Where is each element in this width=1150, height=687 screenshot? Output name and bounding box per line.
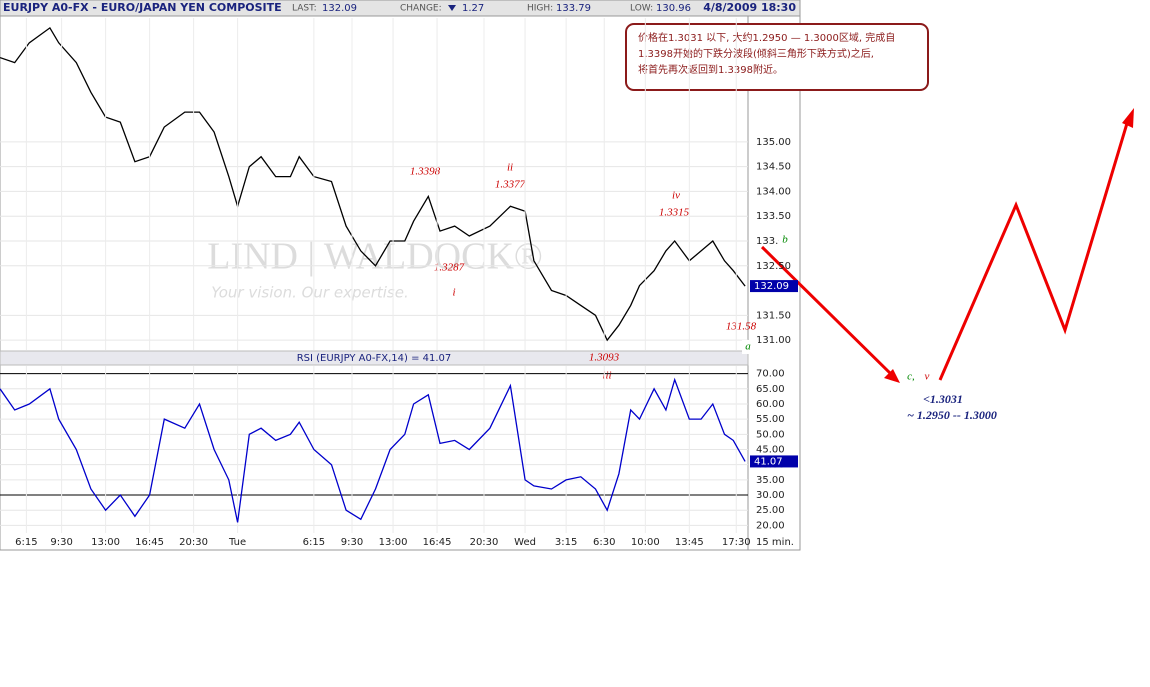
y-tick-label: 134.50 [756,162,791,173]
last-value-box [750,455,798,468]
y-tick-label: 134.00 [756,186,791,197]
x-tick-label: Wed [514,537,536,548]
wave-label: iv [672,190,680,202]
last-value-box [750,280,798,293]
wave-label: 131.58 [726,321,757,333]
x-tick-label: 16:45 [423,537,452,548]
last-value: 132.09 [754,281,789,292]
y-tick-label: 132.50 [756,261,791,272]
label: LAST: [292,4,317,14]
arrow [938,119,1130,381]
wave-label: a [745,341,751,353]
wave-label: 1.3287 [434,262,465,274]
y-tick-label: 55.00 [756,414,785,425]
value: 130.96 [656,3,691,14]
note-line: 将首先再次返回到1.3398附近。 [638,63,783,76]
y-tick-label: 25.00 [756,505,785,516]
watermark-slogan: Your vision. Our expertise. [211,284,409,302]
down-icon [448,5,456,11]
x-tick-label: 13:00 [379,537,408,548]
chart-frame [0,0,801,551]
arrow-head [884,369,900,383]
value: 132.09 [322,3,357,14]
x-tick-label: 10:00 [631,537,660,548]
arrow [760,245,895,378]
x-tick-label: 20:30 [179,537,208,548]
y-tick-label: 131.50 [756,310,791,321]
wave-label: <1.3031 [923,392,963,406]
x-tick-label: 20:30 [470,537,499,548]
symbol: EURJPY A0-FX - EURO/JAPAN YEN COMPOSITE [3,1,282,14]
y-tick-label: 65.00 [756,384,785,395]
label-bg [742,340,758,354]
x-tick-label: 3:15 [555,537,577,548]
x-tick-label: 6:15 [303,537,325,548]
wave-label: 1.3093 [589,352,620,364]
wave-label: i [452,287,455,299]
value: 1.27 [462,3,484,14]
x-tick-label: 9:30 [341,537,363,548]
header-bar [0,0,801,17]
rsi-title-bar [0,350,749,366]
x-tick-label: 9:30 [50,537,72,548]
price-line [0,377,746,523]
wave-label: ii [507,162,513,174]
x-tick-label: 17:30 [722,537,751,548]
wave-label: c, [907,371,915,383]
x-tick-label: 16:45 [135,537,164,548]
interval-label: 15 min. [756,537,794,548]
y-tick-label: 60.00 [756,399,785,410]
wave-label: b [782,234,788,246]
wave-label: ~ 1.2950 -- 1.3000 [907,408,997,422]
label: CHANGE: [400,4,442,14]
y-tick-label: 20.00 [756,520,785,531]
wave-label: iii [602,370,611,382]
x-tick-label: 6:30 [593,537,615,548]
y-tick-label: 135.00 [756,137,791,148]
value: 133.79 [556,3,591,14]
y-tick-label: 133.0 [756,236,785,247]
y-tick-label: 35.00 [756,475,785,486]
note-line: 价格在1.3031 以下, 大约1.2950 — 1.3000区域, 完成自 [638,31,895,44]
y-tick-label: 50.00 [756,429,785,440]
x-tick-label: 13:00 [91,537,120,548]
price-line [0,26,746,342]
wave-label: 1.3377 [495,179,526,191]
watermark: LIND | WALDOCK® [207,236,543,278]
y-tick-label: 131.00 [756,335,791,346]
label: HIGH: [527,4,553,14]
date: 4/8/2009 18:30 [703,1,796,14]
x-tick-label: 13:45 [675,537,704,548]
note-line: 1.3398开始的下跌分波段(倾斜三角形下跌方式)之后, [638,47,874,60]
y-tick-label: 133.50 [756,211,791,222]
wave-label: 1.3398 [410,166,441,178]
last-value: 41.07 [754,456,783,467]
rsi-title: RSI (EURJPY A0-FX,14) = 41.07 [297,353,452,364]
x-tick-label: 6:15 [15,537,37,548]
label: LOW: [630,4,653,14]
y-tick-label: 70.00 [756,369,785,380]
y-tick-label: 45.00 [756,445,785,456]
y-tick-label: 30.00 [756,490,785,501]
wave-label: v [925,371,930,383]
label-bg [779,233,795,247]
wave-label: 1.3315 [659,207,690,219]
note-box [625,23,929,91]
x-tick-label: Tue [228,537,246,548]
forecast-arrows [760,119,1130,381]
arrow-head [1122,108,1134,128]
